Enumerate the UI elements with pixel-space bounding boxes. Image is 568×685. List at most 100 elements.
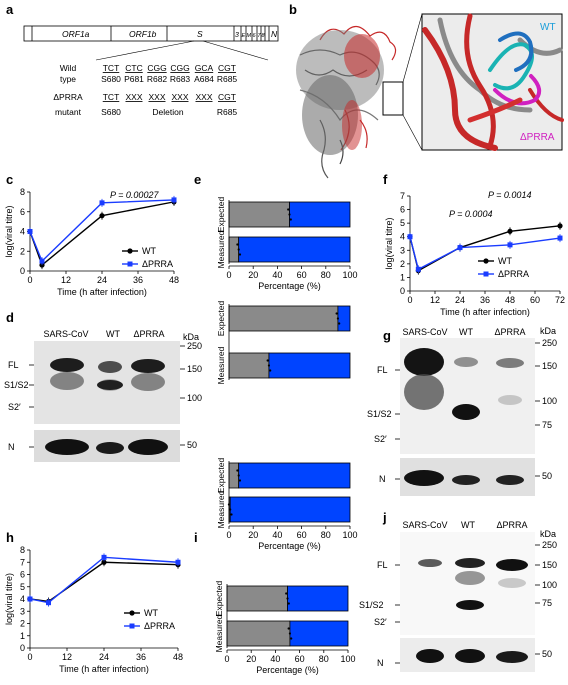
panel-label-h: h bbox=[6, 530, 14, 545]
replicate-dot bbox=[236, 243, 239, 246]
bar-segment-blue bbox=[238, 462, 351, 489]
gene-m: M bbox=[247, 33, 252, 39]
category-label: Expected bbox=[216, 458, 226, 494]
wt-amino-acid: S680 bbox=[101, 74, 121, 84]
data-point-mut bbox=[27, 596, 33, 602]
y-tick-label: 8 bbox=[20, 545, 25, 555]
x-axis-label: Percentage (%) bbox=[258, 541, 321, 551]
panel-label-j: j bbox=[382, 510, 387, 525]
bar-segment-gray bbox=[226, 620, 291, 647]
x-tick-label: 80 bbox=[321, 270, 331, 280]
blot-j-marker-150: 150 bbox=[542, 560, 557, 570]
x-tick-label: 40 bbox=[272, 530, 282, 540]
legend-h: WT ΔPRRA bbox=[124, 608, 175, 631]
replicate-dot bbox=[288, 213, 291, 216]
spike-structure: WT ΔPRRA bbox=[296, 13, 564, 179]
replicate-dot bbox=[289, 218, 292, 221]
wt-codon: CTC bbox=[125, 63, 142, 73]
blot-j-kda: kDa bbox=[540, 529, 556, 539]
blot-j-lane-1: SARS-CoV bbox=[402, 520, 447, 530]
gene-3: 3 bbox=[235, 32, 239, 39]
blot-g-lane-3: ΔPRRA bbox=[494, 327, 525, 337]
annotation-f-2: P = 0.0004 bbox=[449, 209, 492, 219]
wt-codon: GCA bbox=[195, 63, 214, 73]
y-tick-label: 3 bbox=[400, 245, 405, 255]
x-tick-label: 24 bbox=[455, 295, 465, 305]
x-tick-label: 12 bbox=[430, 295, 440, 305]
mut-codon: XXX bbox=[125, 92, 142, 102]
gene-6: 6 bbox=[253, 33, 257, 39]
replicate-dot bbox=[238, 479, 242, 482]
blot-g-band-fl: FL bbox=[377, 365, 388, 375]
blot-d-marker-100: 100 bbox=[187, 393, 202, 403]
replicate-dot bbox=[287, 627, 290, 630]
blot-d: SARS-CoV WT ΔPRRA kDa 250 150 100 50 FL … bbox=[4, 329, 202, 462]
x-tick-label: 60 bbox=[295, 654, 305, 664]
panel-label-e: e bbox=[194, 172, 201, 187]
x-tick-label: 24 bbox=[97, 275, 107, 285]
wt-amino-acid: R683 bbox=[170, 74, 191, 84]
y-tick-label: 4 bbox=[400, 232, 405, 242]
x-tick-label: 0 bbox=[27, 275, 32, 285]
replicate-dot bbox=[269, 369, 272, 372]
x-tick-label: 36 bbox=[136, 652, 146, 662]
wt-codon: CGG bbox=[170, 63, 189, 73]
gene-n: N bbox=[271, 29, 278, 39]
series-line-wt bbox=[29, 561, 179, 603]
blot-j-band-n: N bbox=[377, 658, 384, 668]
replicate-dot bbox=[287, 602, 290, 605]
mut-codon: CGT bbox=[218, 92, 236, 102]
x-axis-label: Percentage (%) bbox=[258, 281, 321, 291]
y-tick-label: 1 bbox=[400, 272, 405, 282]
panel-label-f: f bbox=[383, 172, 388, 187]
mut-codon: TCT bbox=[103, 92, 120, 102]
x-axis-label: Time (h after infection) bbox=[440, 307, 530, 317]
genome-diagram: ORF1a ORF1b S 3 E M 6 7 8 N Wild type ΔP… bbox=[23, 25, 279, 117]
legend-f-mut: ΔPRRA bbox=[498, 269, 529, 279]
bar-segment-gray bbox=[228, 236, 240, 263]
mutant-label-1: ΔPRRA bbox=[53, 92, 83, 102]
x-tick-label: 0 bbox=[226, 270, 231, 280]
bar-segment-gray bbox=[226, 585, 288, 612]
series-line-wt bbox=[409, 225, 561, 272]
blot-j-marker-75: 75 bbox=[542, 598, 552, 608]
blot-j-lane-2: WT bbox=[461, 520, 475, 530]
blot-g-band-n: N bbox=[379, 474, 386, 484]
x-tick-label: 0 bbox=[224, 654, 229, 664]
x-tick-label: 48 bbox=[505, 295, 515, 305]
y-tick-label: 2 bbox=[400, 259, 405, 269]
bar-segment-blue bbox=[238, 236, 351, 263]
y-tick-label: 6 bbox=[20, 570, 25, 580]
data-point-mut bbox=[557, 235, 563, 241]
y-tick-label: 1 bbox=[20, 631, 25, 641]
category-label: Measured bbox=[214, 614, 224, 652]
replicate-dot bbox=[288, 632, 292, 635]
x-tick-label: 40 bbox=[270, 654, 280, 664]
blot-j-band-s2p: S2′ bbox=[374, 617, 387, 627]
mut-amino-acid-right: R685 bbox=[217, 107, 238, 117]
annotation-f-1: P = 0.0014 bbox=[488, 190, 531, 200]
replicate-dot bbox=[229, 508, 232, 511]
data-point-mut bbox=[171, 197, 177, 203]
x-tick-label: 100 bbox=[342, 270, 357, 280]
series-line-mut bbox=[29, 556, 179, 604]
y-tick-label: 5 bbox=[400, 218, 405, 228]
wt-amino-acid: R685 bbox=[217, 74, 238, 84]
y-tick-label: 5 bbox=[20, 582, 25, 592]
blot-g-kda: kDa bbox=[540, 326, 556, 336]
x-axis-label: Time (h after infection) bbox=[57, 287, 147, 297]
replicate-dot bbox=[290, 637, 293, 640]
series-line-mut bbox=[29, 199, 175, 263]
x-tick-label: 60 bbox=[530, 295, 540, 305]
blot-d-marker-150: 150 bbox=[187, 364, 202, 374]
replicate-dot bbox=[285, 592, 288, 595]
x-tick-label: 20 bbox=[248, 270, 258, 280]
wild-type-label-1: Wild bbox=[60, 63, 77, 73]
x-tick-label: 100 bbox=[342, 530, 357, 540]
x-tick-label: 12 bbox=[62, 652, 72, 662]
